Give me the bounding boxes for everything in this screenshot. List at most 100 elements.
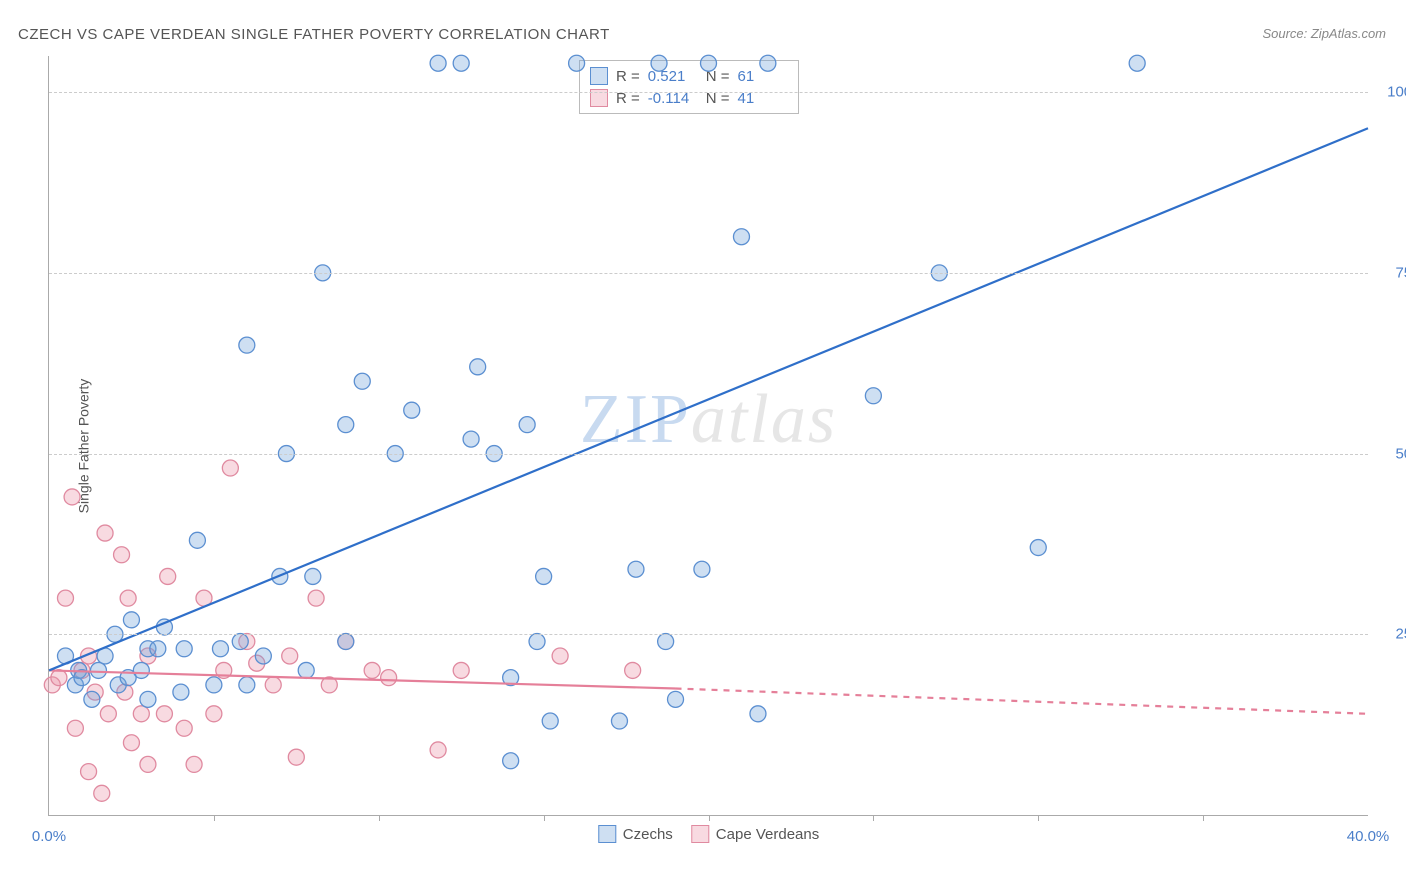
data-point: [212, 641, 228, 657]
gridline: [49, 92, 1368, 93]
data-point: [150, 641, 166, 657]
data-point: [542, 713, 558, 729]
data-point: [94, 785, 110, 801]
trend-line: [49, 670, 676, 688]
data-point: [176, 720, 192, 736]
data-point: [232, 634, 248, 650]
data-point: [701, 55, 717, 71]
data-point: [288, 749, 304, 765]
data-point: [519, 417, 535, 433]
swatch-pink-icon: [691, 825, 709, 843]
data-point: [611, 713, 627, 729]
data-point: [123, 612, 139, 628]
chart-title: CZECH VS CAPE VERDEAN SINGLE FATHER POVE…: [18, 26, 610, 43]
data-point: [189, 532, 205, 548]
trend-line: [49, 128, 1368, 670]
x-tick-mark: [544, 815, 545, 821]
data-point: [529, 634, 545, 650]
data-point: [381, 670, 397, 686]
gridline: [49, 634, 1368, 635]
x-tick-mark: [214, 815, 215, 821]
data-point: [51, 670, 67, 686]
data-point: [140, 756, 156, 772]
data-point: [120, 590, 136, 606]
data-point: [173, 684, 189, 700]
data-point: [470, 359, 486, 375]
data-point: [628, 561, 644, 577]
data-point: [1129, 55, 1145, 71]
trend-line: [676, 689, 1368, 714]
data-point: [239, 677, 255, 693]
x-tick-label: 0.0%: [32, 828, 66, 845]
x-tick-mark: [379, 815, 380, 821]
swatch-blue-icon: [598, 825, 616, 843]
data-point: [463, 431, 479, 447]
data-point: [123, 735, 139, 751]
data-point: [239, 337, 255, 353]
data-point: [733, 229, 749, 245]
data-point: [222, 460, 238, 476]
plot-area: ZIPatlas R = 0.521 N = 61 R = -0.114 N =…: [48, 56, 1368, 816]
data-point: [1030, 540, 1046, 556]
data-point: [364, 662, 380, 678]
data-point: [114, 547, 130, 563]
source-attribution: Source: ZipAtlas.com: [1262, 26, 1386, 41]
gridline: [49, 273, 1368, 274]
data-point: [404, 402, 420, 418]
legend-label: Cape Verdeans: [716, 826, 819, 843]
x-tick-label: 40.0%: [1347, 828, 1390, 845]
data-point: [750, 706, 766, 722]
data-point: [430, 742, 446, 758]
data-point: [90, 662, 106, 678]
data-point: [453, 662, 469, 678]
data-point: [64, 489, 80, 505]
data-point: [658, 634, 674, 650]
legend-label: Czechs: [623, 826, 673, 843]
y-tick-label: 50.0%: [1378, 445, 1406, 462]
x-tick-mark: [873, 815, 874, 821]
data-point: [133, 706, 149, 722]
data-point: [156, 706, 172, 722]
data-point: [100, 706, 116, 722]
data-point: [298, 662, 314, 678]
data-point: [430, 55, 446, 71]
data-point: [84, 691, 100, 707]
data-point: [503, 753, 519, 769]
gridline: [49, 454, 1368, 455]
x-tick-mark: [709, 815, 710, 821]
data-point: [453, 55, 469, 71]
data-point: [536, 568, 552, 584]
data-point: [308, 590, 324, 606]
data-point: [186, 756, 202, 772]
data-point: [625, 662, 641, 678]
data-point: [206, 677, 222, 693]
chart-container: CZECH VS CAPE VERDEAN SINGLE FATHER POVE…: [0, 0, 1406, 892]
data-point: [265, 677, 281, 693]
x-tick-mark: [1038, 815, 1039, 821]
data-point: [282, 648, 298, 664]
data-point: [338, 634, 354, 650]
data-point: [67, 720, 83, 736]
data-point: [133, 662, 149, 678]
y-tick-label: 75.0%: [1378, 264, 1406, 281]
data-point: [760, 55, 776, 71]
data-point: [206, 706, 222, 722]
data-point: [569, 55, 585, 71]
data-point: [176, 641, 192, 657]
data-point: [865, 388, 881, 404]
data-point: [140, 691, 156, 707]
legend-item-czechs: Czechs: [598, 825, 673, 843]
y-tick-label: 25.0%: [1378, 626, 1406, 643]
plot-svg: [49, 56, 1368, 815]
data-point: [552, 648, 568, 664]
series-legend: Czechs Cape Verdeans: [598, 825, 819, 843]
data-point: [255, 648, 271, 664]
data-point: [160, 568, 176, 584]
x-tick-mark: [1203, 815, 1204, 821]
data-point: [651, 55, 667, 71]
data-point: [354, 373, 370, 389]
data-point: [97, 525, 113, 541]
data-point: [694, 561, 710, 577]
legend-item-capeverdeans: Cape Verdeans: [691, 825, 819, 843]
data-point: [338, 417, 354, 433]
